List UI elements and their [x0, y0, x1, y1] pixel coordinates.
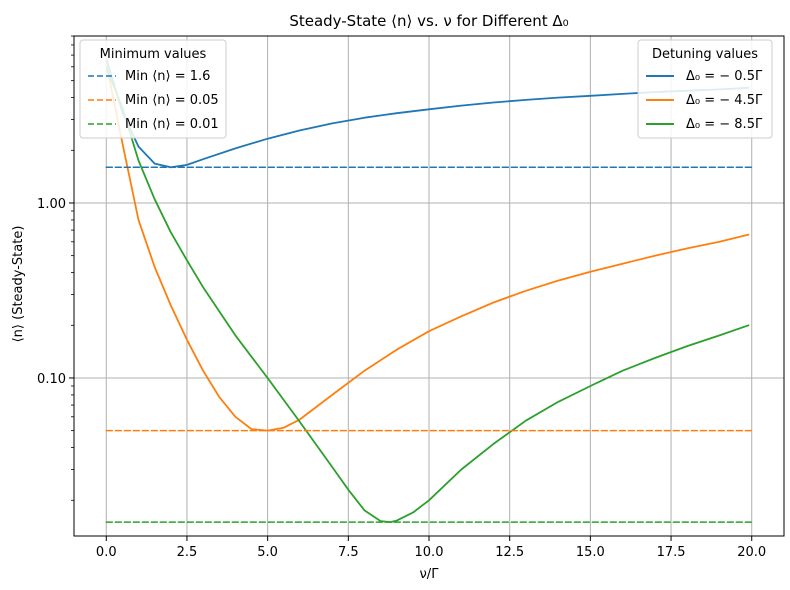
legend-minimum-values: Minimum values Min ⟨n⟩ = 1.6 Min ⟨n⟩ = 0… — [79, 39, 227, 139]
y-axis-label: ⟨n⟩ (Steady-State) — [11, 226, 26, 343]
legend-min-entry-3: Min ⟨n⟩ = 0.01 — [125, 117, 219, 132]
series-line-0 — [106, 59, 750, 169]
legend-min-box — [79, 39, 227, 139]
legend-det-entry-2: Δ₀ = − 4.5Γ — [686, 93, 763, 108]
x-tick-label: 17.5 — [657, 545, 686, 560]
y-tick-label: 0.10 — [37, 372, 66, 387]
legend-det-title: Detuning values — [652, 47, 758, 62]
chart-title: Steady-State ⟨n⟩ vs. ν for Different Δ₀ — [289, 12, 568, 30]
x-tick-label: 0.0 — [96, 545, 117, 560]
x-tick-label: 12.5 — [495, 545, 524, 560]
x-tick-label: 15.0 — [576, 545, 605, 560]
x-tick-label: 2.5 — [177, 545, 198, 560]
series-line-1 — [106, 65, 750, 432]
legend-det-box — [637, 39, 773, 139]
x-axis-label: ν/Γ — [420, 567, 440, 582]
legend-detuning-values: Detuning values Δ₀ = − 0.5Γ Δ₀ = − 4.5Γ … — [637, 39, 773, 139]
legend-min-title: Minimum values — [100, 47, 207, 62]
series-layer — [105, 59, 753, 523]
x-tick-label: 5.0 — [257, 545, 278, 560]
legend-min-entry-2: Min ⟨n⟩ = 0.05 — [125, 93, 219, 108]
y-tick-label: 1.00 — [37, 197, 66, 212]
legend-min-entry-1: Min ⟨n⟩ = 1.6 — [125, 69, 210, 84]
legend-det-entry-3: Δ₀ = − 8.5Γ — [686, 117, 763, 132]
ticks-layer: 0.0 2.5 5.0 7.5 10.0 12.5 15.0 17.5 20.0 0.10 1.00 — [37, 35, 766, 560]
x-tick-label: 20.0 — [737, 545, 766, 560]
legend-det-entry-1: Δ₀ = − 0.5Γ — [686, 69, 763, 84]
x-tick-label: 7.5 — [338, 545, 359, 560]
x-tick-label: 10.0 — [415, 545, 444, 560]
